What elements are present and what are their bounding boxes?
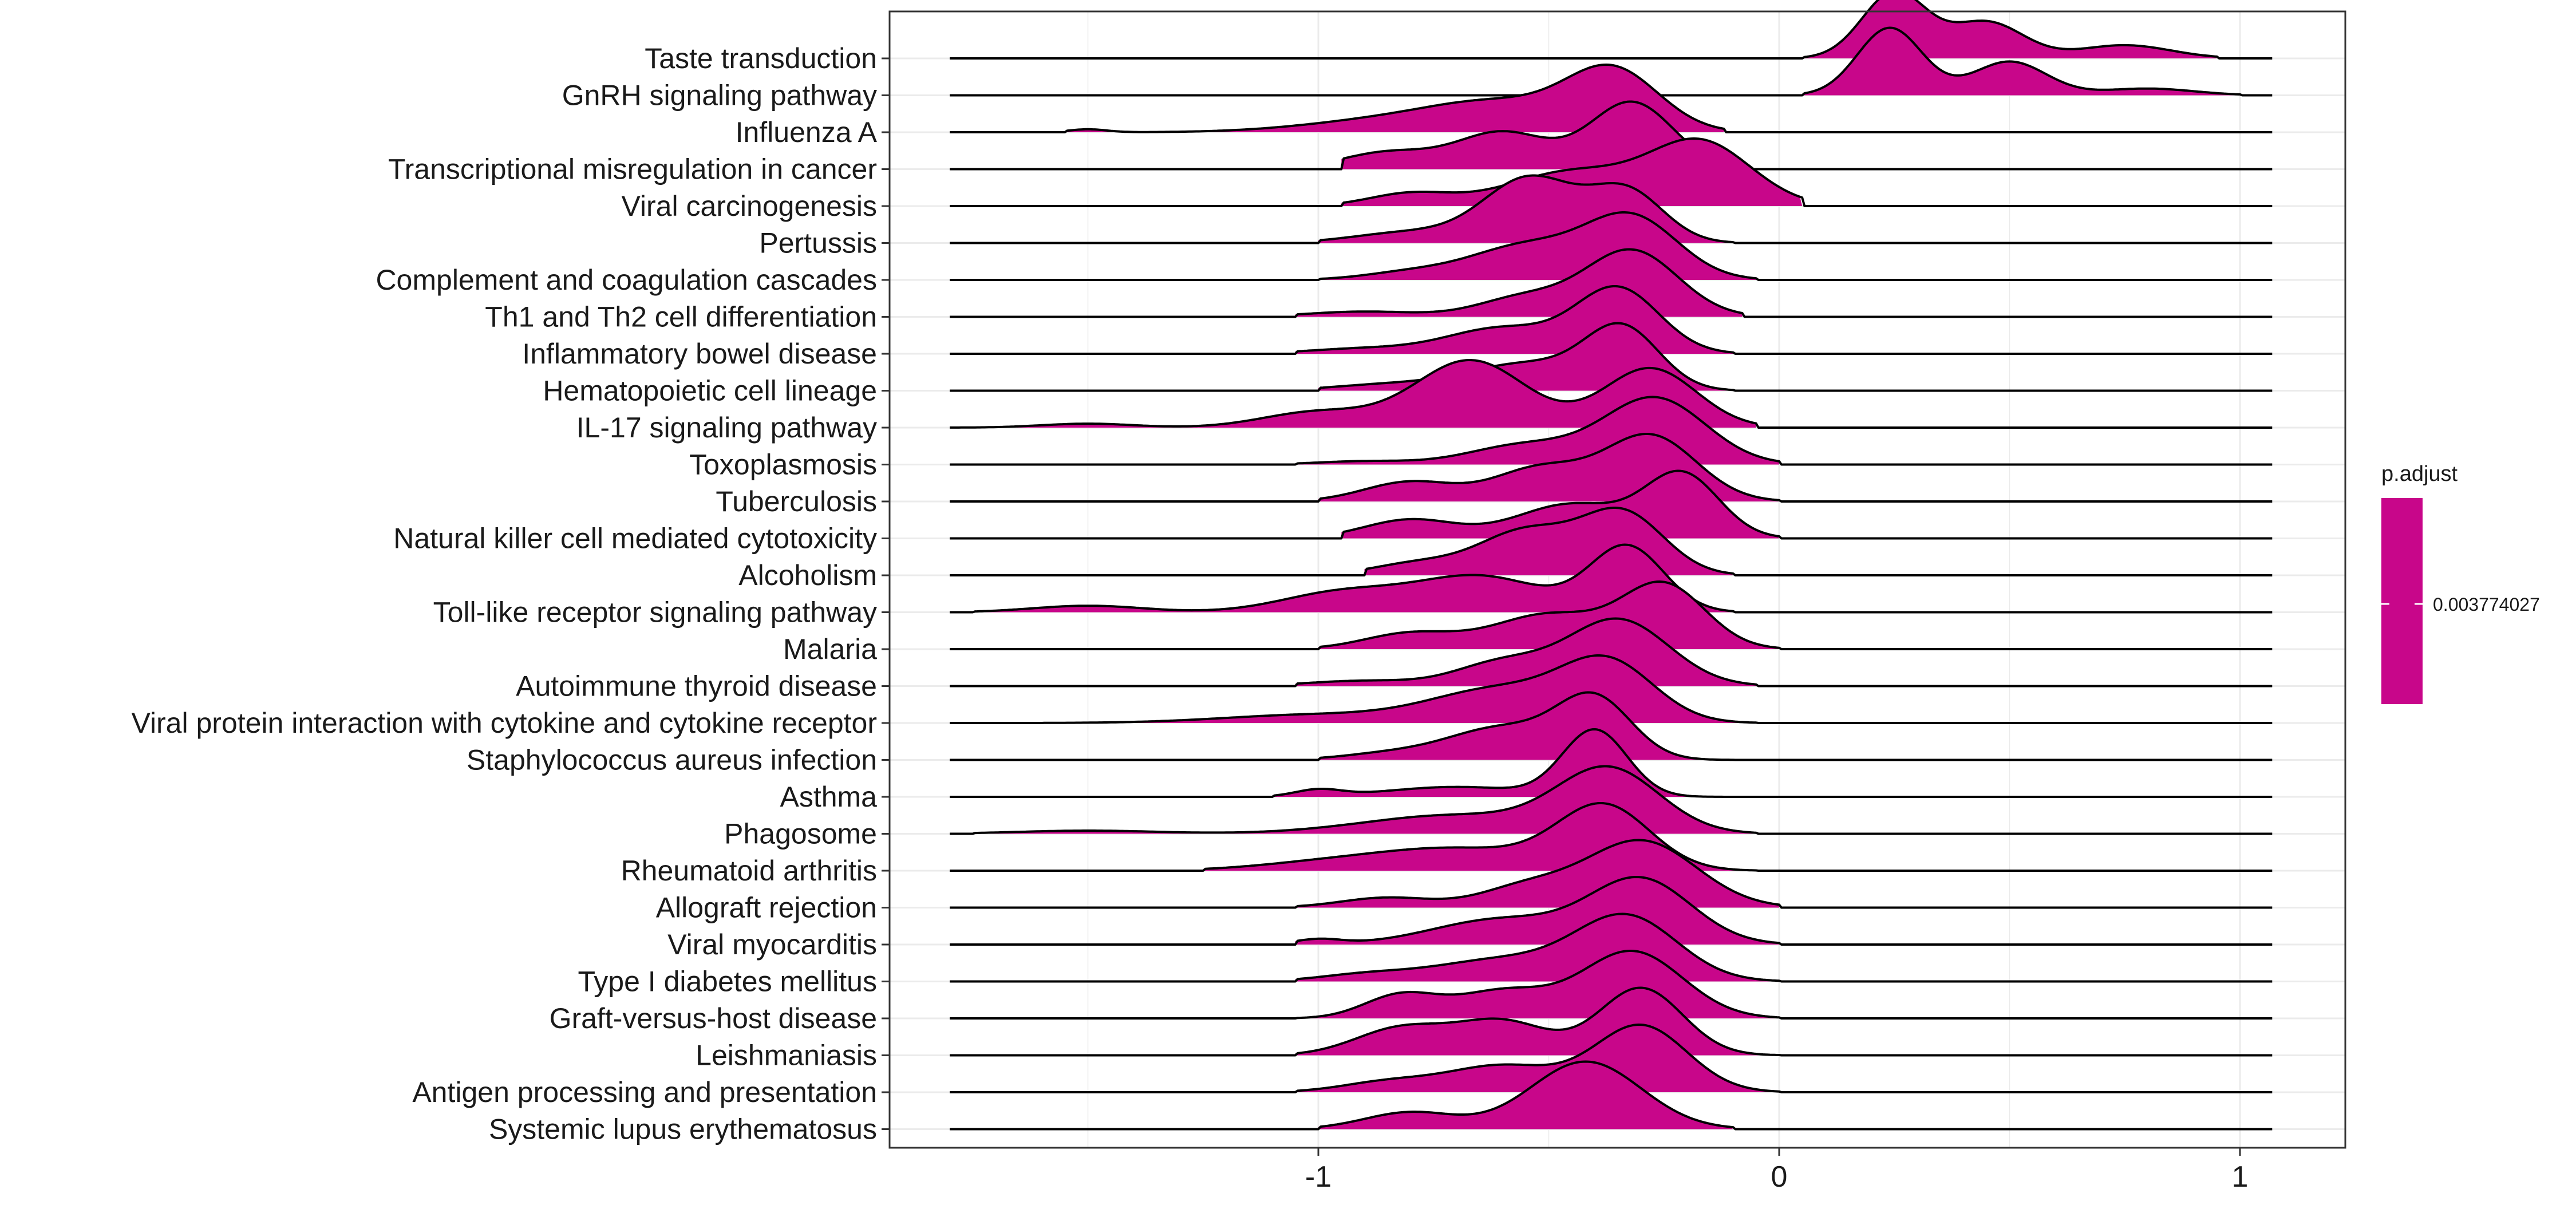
y-tick-label: Toll-like receptor signaling pathway xyxy=(433,596,877,629)
ridge-line xyxy=(950,654,2273,724)
ridge-line xyxy=(950,986,2273,1057)
ridge-group xyxy=(950,469,2273,540)
x-axis: -1 0 1 xyxy=(1305,1148,2249,1194)
y-tick-label: Type I diabetes mellitus xyxy=(578,966,878,998)
ridge-line xyxy=(950,248,2273,318)
ridge-line xyxy=(950,950,2273,1020)
ridge-line xyxy=(950,1024,2273,1093)
legend-label: 0.003774027 xyxy=(2433,594,2540,615)
ridge-group xyxy=(950,617,2273,688)
ridge-line xyxy=(950,691,2273,761)
ridge-line xyxy=(950,64,2273,133)
y-tick-label: Transcriptional misregulation in cancer xyxy=(388,153,877,185)
ridge-group xyxy=(950,1024,2273,1093)
y-tick-label: Alcoholism xyxy=(738,559,877,591)
ridge-line xyxy=(950,100,2273,171)
x-tick-label: -1 xyxy=(1305,1160,1332,1194)
ridge-line xyxy=(950,433,2273,503)
y-tick-label: Viral carcinogenesis xyxy=(621,190,877,222)
y-tick-label: Toxoplasmosis xyxy=(689,449,877,481)
ridge-fill xyxy=(1341,139,1803,206)
ridge-line xyxy=(950,543,2273,614)
y-tick-label: Viral protein interaction with cytokine … xyxy=(131,707,877,739)
y-tick-label: Pertussis xyxy=(759,227,877,259)
y-tick-label: Graft-versus-host disease xyxy=(550,1002,877,1034)
ridge-line xyxy=(950,1060,2273,1131)
x-tick-label: 1 xyxy=(2232,1160,2249,1194)
y-tick-label: GnRH signaling pathway xyxy=(562,80,877,112)
ridge-line xyxy=(950,617,2273,688)
y-tick-label: Taste transduction xyxy=(645,42,877,74)
legend: p.adjust 0.003774027 xyxy=(2381,462,2540,704)
y-tick-label: Malaria xyxy=(783,633,877,665)
y-tick-label: Influenza A xyxy=(736,116,878,148)
ridge-line xyxy=(950,507,2273,576)
y-tick-label: Staphylococcus aureus infection xyxy=(467,744,877,776)
ridge-fill xyxy=(973,766,1756,834)
y-tick-label: Th1 and Th2 cell differentiation xyxy=(485,301,877,333)
ridge-group xyxy=(950,765,2273,835)
ridge-line xyxy=(950,174,2273,244)
ridge-group xyxy=(950,137,2273,207)
ridge-line xyxy=(950,137,2273,207)
ridge-fill xyxy=(973,544,1733,613)
ridge-line xyxy=(950,839,2273,909)
ridge-line xyxy=(950,322,2273,392)
x-tick-label: 0 xyxy=(1771,1160,1788,1194)
ridge-fill xyxy=(1802,27,2240,96)
y-tick-label: Allograft rejection xyxy=(656,892,877,924)
y-tick-label: Systemic lupus erythematosus xyxy=(489,1113,877,1145)
ridge-line xyxy=(950,876,2273,946)
y-tick-label: Hematopoietic cell lineage xyxy=(543,375,877,407)
y-tick-label: Phagosome xyxy=(724,818,877,850)
ridge-fill xyxy=(1318,692,1733,760)
ridge-line xyxy=(950,580,2273,650)
ridge-fill xyxy=(1341,101,1724,169)
ridge-group xyxy=(950,64,2273,133)
ridge-group xyxy=(950,580,2273,650)
ridge-line xyxy=(950,211,2273,281)
y-tick-label: Natural killer cell mediated cytotoxicit… xyxy=(393,523,877,555)
ridge-fill xyxy=(950,360,1756,428)
y-tick-label: Autoimmune thyroid disease xyxy=(516,670,877,702)
ridge-line xyxy=(950,765,2273,835)
ridge-fill xyxy=(1065,65,1724,132)
ridge-line xyxy=(950,285,2273,355)
y-tick-label: Tuberculosis xyxy=(716,485,877,517)
ridge-line xyxy=(950,802,2273,872)
y-tick-label: Leishmaniasis xyxy=(696,1040,877,1072)
y-tick-label: Asthma xyxy=(780,781,877,813)
y-tick-label: Viral myocarditis xyxy=(667,929,877,961)
ridge-line xyxy=(950,469,2273,540)
ridge-line xyxy=(950,396,2273,466)
ridge-group xyxy=(950,1060,2273,1131)
ridge-group xyxy=(950,359,2273,429)
ridge-line xyxy=(950,0,2273,60)
ridge-group xyxy=(950,543,2273,614)
y-tick-label: Inflammatory bowel disease xyxy=(522,338,877,370)
ridge-fill xyxy=(1295,618,1756,686)
y-tick-label: Rheumatoid arthritis xyxy=(621,855,877,887)
ridge-group xyxy=(950,691,2273,761)
legend-colorbar xyxy=(2381,498,2423,704)
y-tick-label: IL-17 signaling pathway xyxy=(576,412,877,444)
panel-border xyxy=(888,10,2346,1149)
y-axis-labels: Taste transduction GnRH signaling pathway… xyxy=(131,42,890,1145)
ridge-line xyxy=(950,912,2273,983)
ridge-group xyxy=(950,100,2273,171)
ridge-fill xyxy=(1295,1025,1779,1092)
ridge-line xyxy=(950,728,2273,798)
y-tick-label: Complement and coagulation cascades xyxy=(376,264,877,296)
ridge-layer xyxy=(950,0,2273,1131)
ridge-line xyxy=(950,359,2273,429)
y-tick-label: Antigen processing and presentation xyxy=(412,1076,877,1108)
legend-title: p.adjust xyxy=(2381,462,2458,486)
